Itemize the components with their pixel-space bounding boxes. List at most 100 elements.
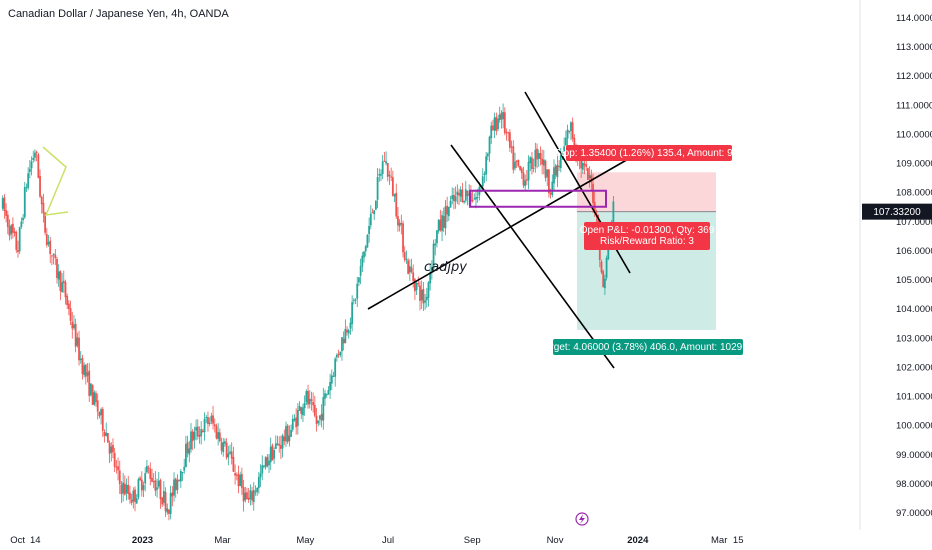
candle-body xyxy=(242,487,245,502)
candle-body xyxy=(74,323,77,347)
candle-body xyxy=(34,152,36,158)
candle-body xyxy=(54,254,57,259)
candle-body xyxy=(183,466,186,471)
candle-body xyxy=(95,393,97,403)
drawings[interactable]: cadjpy xyxy=(42,91,631,369)
candle-body xyxy=(78,337,80,361)
price-tick-label: 111.00000 xyxy=(896,100,932,111)
candle-body xyxy=(519,165,521,170)
flash-icon-bolt xyxy=(579,514,585,524)
candle-body xyxy=(588,174,591,179)
time-tick-label: 2023 xyxy=(132,535,153,546)
candle-body xyxy=(263,465,265,467)
candle-body xyxy=(568,130,571,132)
candle-body xyxy=(369,213,372,226)
candle-body xyxy=(195,427,197,431)
candle-body xyxy=(283,436,286,442)
candle-body xyxy=(320,413,323,421)
candle-body xyxy=(122,482,125,494)
candle-body xyxy=(66,295,69,305)
pnl-label-bg xyxy=(584,222,710,250)
candle-body xyxy=(329,381,331,391)
candle-body xyxy=(564,138,567,146)
candle-body xyxy=(213,424,216,427)
candle-body xyxy=(566,129,569,139)
time-axis[interactable]: Oct 14 2023 Mar May Jul Sep Nov 2024 Mar 15 xyxy=(10,512,744,546)
candle-body xyxy=(161,497,164,505)
candle-body xyxy=(419,285,421,301)
target-label: Target: 4.06000 (3.78%) 406.0, Amount: 1… xyxy=(540,339,757,355)
candle-body xyxy=(132,490,135,502)
candle-body xyxy=(432,243,435,269)
candle-body xyxy=(105,432,108,436)
stop-label-bg xyxy=(566,145,732,161)
candle-body xyxy=(420,289,423,301)
candle-body xyxy=(51,255,53,257)
candle-body xyxy=(580,155,583,169)
candle-body xyxy=(558,165,560,168)
candle-body xyxy=(215,425,218,439)
candle-body xyxy=(349,322,352,329)
candle-body xyxy=(502,112,505,120)
candle-body xyxy=(315,415,318,424)
candle-body xyxy=(600,261,603,273)
candle-body xyxy=(130,499,133,503)
candle-body xyxy=(475,197,477,200)
price-tick-label: 104.00000 xyxy=(896,304,932,315)
target-label-bg xyxy=(553,339,743,355)
candle-body xyxy=(98,411,101,417)
candle-body xyxy=(123,483,126,495)
candle-body xyxy=(386,163,389,177)
candle-body xyxy=(135,498,138,504)
candle-body xyxy=(498,114,501,121)
candle-body xyxy=(208,422,211,424)
candle-body xyxy=(361,255,364,267)
candle-body xyxy=(137,479,140,498)
candle-body xyxy=(125,484,128,494)
candle-body xyxy=(380,174,382,176)
long-position-tool[interactable] xyxy=(577,172,716,330)
candle-body xyxy=(151,477,153,482)
candle-body xyxy=(612,201,615,224)
candle-body xyxy=(510,146,513,148)
candle-body xyxy=(515,160,518,162)
candle-body xyxy=(22,217,24,221)
candle-body xyxy=(112,444,114,453)
candle-body xyxy=(254,491,257,493)
candle-body xyxy=(481,176,484,187)
candle-body xyxy=(96,400,99,412)
candle-body xyxy=(186,442,189,454)
candle-body xyxy=(542,159,545,166)
candle-body xyxy=(415,282,418,290)
stop-label: Stop: 1.35400 (1.26%) 135.4, Amount: 990 xyxy=(554,145,744,161)
candle-body xyxy=(149,468,152,479)
candle-body xyxy=(300,407,303,414)
candle-body xyxy=(385,161,387,164)
candle-body xyxy=(273,450,276,459)
candle-body xyxy=(10,225,13,235)
candle-body xyxy=(520,168,523,173)
candle-body xyxy=(442,215,445,228)
candle-body xyxy=(541,158,544,165)
candle-body xyxy=(23,187,26,218)
candle-body xyxy=(412,272,415,281)
candle-body xyxy=(83,365,86,376)
candle-body xyxy=(247,497,250,500)
candle-body xyxy=(159,479,162,500)
candle-body xyxy=(592,183,594,203)
candle-body xyxy=(598,243,601,261)
candles xyxy=(1,103,615,521)
candle-body xyxy=(539,153,542,160)
candle-body xyxy=(302,407,304,416)
candle-body xyxy=(308,398,311,405)
price-axis[interactable]: 114.00000 113.00000 112.00000 111.00000 110.… xyxy=(859,0,932,530)
candle-body xyxy=(381,161,384,175)
candle-body xyxy=(210,415,213,422)
pnl-label-text: Open P&L: -0.01300, Qty: 369 xyxy=(580,225,715,236)
candle-body xyxy=(44,212,47,233)
candle-body xyxy=(503,112,506,134)
candle-body xyxy=(281,435,284,449)
candle-body xyxy=(364,246,367,252)
candle-body xyxy=(185,443,187,468)
